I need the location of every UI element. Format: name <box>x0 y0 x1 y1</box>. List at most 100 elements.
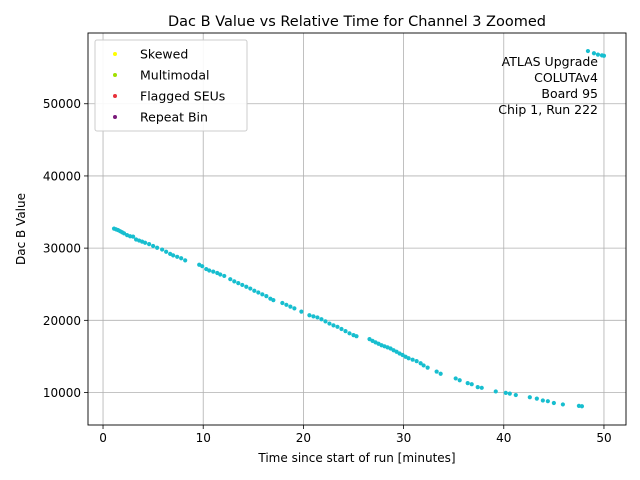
legend-label: Skewed <box>140 47 188 62</box>
data-point <box>130 234 136 239</box>
legend-marker <box>113 73 117 77</box>
data-point <box>465 381 470 386</box>
data-point <box>183 258 188 263</box>
data-point <box>280 300 285 306</box>
data-point <box>315 315 320 320</box>
annotation-line-2: COLUTAv4 <box>534 70 598 85</box>
chart-title: Dac B Value vs Relative Time for Channel… <box>168 14 546 30</box>
data-point <box>284 302 289 307</box>
data-point <box>453 376 458 381</box>
y-tick-label: 50000 <box>43 97 81 111</box>
data-point <box>175 254 180 259</box>
legend: Skewed Multimodal Flagged SEUs Repeat Bin <box>94 39 248 132</box>
data-point <box>256 290 261 295</box>
data-point <box>331 323 336 328</box>
data-point <box>164 249 169 254</box>
data-point <box>579 404 585 409</box>
legend-marker <box>113 115 117 119</box>
data-point <box>155 245 160 250</box>
data-point <box>347 331 352 336</box>
legend-label: Multimodal <box>140 68 209 83</box>
x-axis-label: Time since start of run [minutes] <box>257 451 455 465</box>
plot-frame <box>87 32 627 426</box>
data-point <box>591 51 597 56</box>
data-point <box>160 247 165 252</box>
legend-marker <box>113 94 117 98</box>
data-point <box>292 306 297 311</box>
data-point <box>540 398 545 403</box>
legend-label: Repeat Bin <box>140 110 208 125</box>
data-point <box>299 309 304 314</box>
y-tick-label: 30000 <box>43 242 81 256</box>
data-point <box>207 268 212 273</box>
data-point <box>240 282 245 288</box>
axis-ticks: 0 10 20 30 40 50 10000 20000 30000 40000 50000 <box>43 97 612 445</box>
data-point <box>560 402 565 407</box>
data-point <box>457 378 462 383</box>
data-point <box>601 53 607 58</box>
data-point <box>595 52 601 57</box>
y-tick-label: 10000 <box>43 386 81 400</box>
data-point <box>507 391 512 396</box>
data-point <box>147 242 152 247</box>
y-axis-label: Dac B Value <box>14 193 28 265</box>
x-tick-label: 20 <box>296 431 311 445</box>
legend-marker <box>113 52 117 56</box>
legend-box <box>94 39 248 132</box>
data-point <box>222 273 227 279</box>
data-points <box>111 48 607 409</box>
data-point <box>307 313 312 318</box>
data-point <box>288 304 293 309</box>
data-point <box>232 279 237 284</box>
data-point <box>421 363 426 368</box>
data-point <box>211 269 216 274</box>
x-tick-label: 50 <box>596 431 611 445</box>
data-point <box>260 292 265 297</box>
data-point <box>244 284 249 289</box>
data-point <box>527 395 532 400</box>
x-tick-label: 0 <box>99 431 107 445</box>
x-tick-label: 40 <box>496 431 511 445</box>
data-point <box>418 361 423 366</box>
data-point <box>218 272 223 277</box>
data-point <box>513 392 518 398</box>
data-point <box>311 314 316 319</box>
data-point <box>438 371 443 376</box>
data-point <box>406 356 411 361</box>
data-point <box>323 319 328 324</box>
data-point <box>143 240 148 245</box>
run-annotation: ATLAS Upgrade COLUTAv4 Board 95 Chip 1, … <box>498 54 598 117</box>
data-point <box>319 317 324 322</box>
data-point <box>335 324 340 329</box>
legend-label: Flagged SEUs <box>140 89 225 104</box>
data-point <box>252 288 257 293</box>
y-tick-label: 40000 <box>43 169 81 183</box>
x-tick-label: 10 <box>196 431 211 445</box>
y-tick-label: 20000 <box>43 314 81 328</box>
annotation-line-1: ATLAS Upgrade <box>502 54 599 69</box>
x-tick-label: 30 <box>396 431 411 445</box>
data-point <box>534 396 539 401</box>
data-point <box>339 326 344 332</box>
data-point <box>271 298 276 303</box>
annotation-line-4: Chip 1, Run 222 <box>498 102 598 117</box>
data-point <box>179 256 184 261</box>
data-point <box>414 359 419 364</box>
data-point <box>469 382 474 387</box>
data-point <box>248 286 253 291</box>
data-point <box>479 385 484 390</box>
data-point <box>503 390 508 395</box>
data-point <box>475 384 480 390</box>
data-point <box>551 400 556 406</box>
data-point <box>343 329 348 334</box>
data-point <box>493 389 498 394</box>
data-point <box>236 281 241 286</box>
data-point <box>434 369 439 374</box>
data-point <box>545 399 550 404</box>
data-point <box>327 321 332 326</box>
data-point <box>264 294 269 299</box>
data-point <box>585 48 591 54</box>
grid-lines <box>88 33 626 425</box>
data-point <box>151 243 156 249</box>
